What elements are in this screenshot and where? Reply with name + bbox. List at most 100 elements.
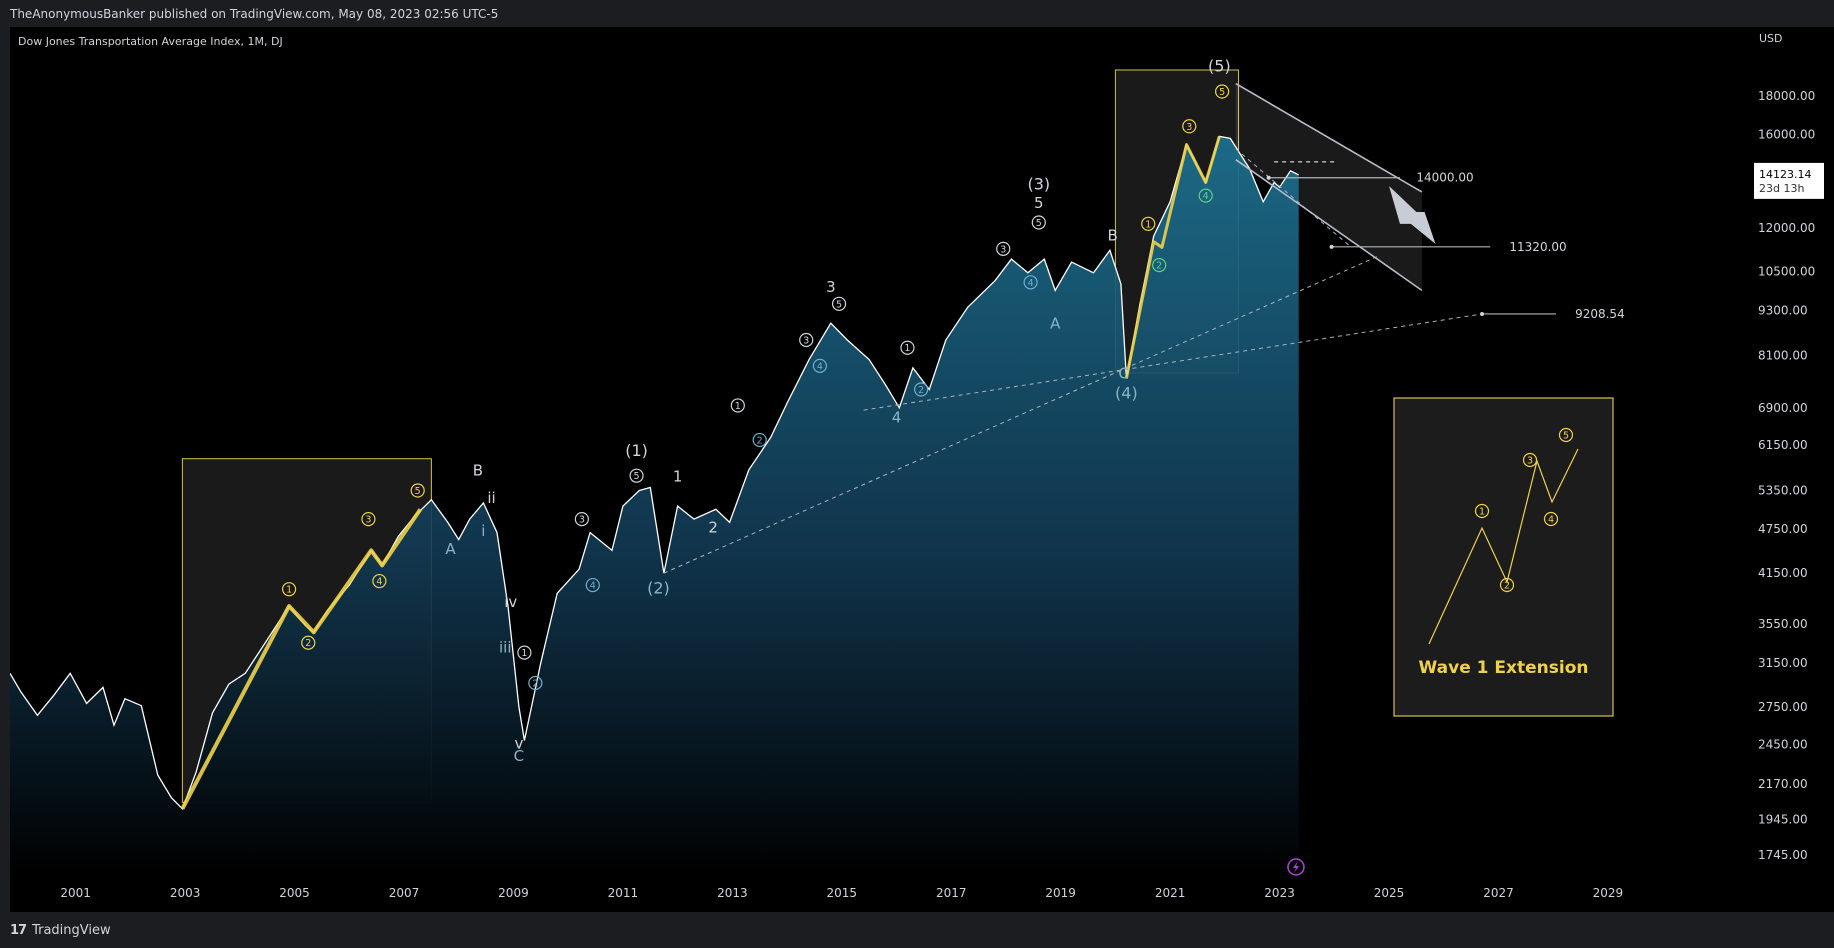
wave-highlight-2003 xyxy=(180,508,423,810)
circled-wave-marker xyxy=(528,675,543,691)
circled-wave-marker xyxy=(730,398,745,413)
y-tick-label: 2450.00 xyxy=(1758,737,1808,751)
circled-wave-label: 3 xyxy=(803,335,809,346)
inset-circled-label: 3 xyxy=(1527,456,1533,467)
price-level-label: 14000.00 xyxy=(1416,171,1473,185)
circled-wave-label: 3 xyxy=(1186,122,1192,133)
circled-wave-marker xyxy=(1023,275,1038,290)
price-level-label: 11320.00 xyxy=(1509,240,1566,254)
circled-wave-marker xyxy=(900,340,915,355)
y-tick-label: 3150.00 xyxy=(1758,656,1808,670)
price-area-fill xyxy=(10,136,1299,876)
circled-wave-marker xyxy=(1141,216,1156,231)
circled-wave-label: 2 xyxy=(918,385,924,396)
wave-label: ii xyxy=(487,489,495,507)
wave-label: B xyxy=(1108,226,1118,244)
x-tick-label: 2015 xyxy=(827,886,858,900)
x-tick-label: 2017 xyxy=(936,886,967,900)
wave-label: C xyxy=(514,747,524,765)
circled-wave-label: 4 xyxy=(376,577,382,588)
circled-wave-label: 2 xyxy=(305,638,311,649)
circled-wave-label: 2 xyxy=(532,678,538,689)
countdown-label: 23d 13h xyxy=(1759,182,1804,195)
publisher-text: TheAnonymousBanker published on TradingV… xyxy=(10,7,499,21)
x-tick-label: 2019 xyxy=(1045,886,1076,900)
circled-wave-label: 2 xyxy=(757,435,763,446)
x-tick-label: 2021 xyxy=(1155,886,1186,900)
y-tick-label: 18000.00 xyxy=(1758,89,1815,103)
inset-circled-marker xyxy=(1558,427,1574,443)
tradingview-brand[interactable]: 17 TradingView xyxy=(10,923,111,938)
wave-label: 3 xyxy=(826,278,836,296)
inset-circled-label: 1 xyxy=(1479,507,1485,518)
projection-arrow xyxy=(1389,185,1436,244)
chart-area[interactable]: 14000.00 11320.00 9208.54 (1) (2) (3) (4) (5) 1 2… xyxy=(10,27,1834,912)
wave-label: (4) xyxy=(1115,384,1138,403)
circled-wave-marker xyxy=(914,382,929,397)
inset-circled-label: 2 xyxy=(1504,581,1510,592)
circled-wave-marker xyxy=(752,432,767,448)
x-tick-label: 2029 xyxy=(1593,886,1624,900)
circled-wave-label: 3 xyxy=(365,515,371,526)
trendline-2011 xyxy=(663,255,1379,574)
lightning-icon xyxy=(1292,861,1299,873)
circled-wave-marker xyxy=(1152,258,1167,273)
x-tick-label: 2013 xyxy=(717,886,748,900)
y-tick-label: 2750.00 xyxy=(1758,700,1808,714)
currency-label: USD xyxy=(1759,32,1783,45)
channel-midline xyxy=(1235,148,1352,248)
circled-wave-label: 1 xyxy=(521,648,527,659)
y-tick-label: 6150.00 xyxy=(1758,438,1808,452)
tradingview-logo-icon: 17 xyxy=(10,923,27,938)
x-tick-label: 2011 xyxy=(608,886,639,900)
y-tick-label: 5350.00 xyxy=(1758,484,1808,498)
inset-circled-label: 5 xyxy=(1563,431,1569,442)
circled-wave-marker xyxy=(585,577,600,593)
x-tick-label: 2005 xyxy=(279,886,310,900)
circled-wave-label: 4 xyxy=(1203,191,1209,202)
inset-circled-marker xyxy=(1522,452,1538,468)
y-tick-label: 16000.00 xyxy=(1758,127,1815,141)
wave-label: (2) xyxy=(647,578,670,597)
circled-wave-label: 2 xyxy=(1156,261,1162,272)
circled-wave-label: 1 xyxy=(1145,219,1151,230)
inset-circled-marker xyxy=(1474,503,1490,519)
inset-circled-marker xyxy=(1543,511,1559,527)
price-chart[interactable]: 14000.0011320.009208.54(1)(2)(3)(4)(5)12… xyxy=(10,27,1834,912)
circled-wave-label: 1 xyxy=(286,585,292,596)
inset-circled-label: 4 xyxy=(1548,515,1554,526)
y-tick-label: 3550.00 xyxy=(1758,617,1808,631)
wave-label: (5) xyxy=(1208,57,1231,76)
circled-wave-marker xyxy=(799,332,814,348)
y-tick-label: 12000.00 xyxy=(1758,221,1815,235)
wave-label: (3) xyxy=(1027,175,1050,194)
wave-label: 5 xyxy=(1034,194,1044,212)
circled-wave-label: 1 xyxy=(735,401,741,412)
circled-wave-label: 5 xyxy=(836,299,842,310)
x-tick-label: 2009 xyxy=(498,886,529,900)
y-tick-label: 2170.00 xyxy=(1758,777,1808,791)
y-tick-label: 10500.00 xyxy=(1758,264,1815,278)
circled-wave-label: 3 xyxy=(579,515,585,526)
circled-wave-marker xyxy=(361,511,376,527)
price-level-anchor xyxy=(1480,311,1485,316)
circled-wave-marker xyxy=(410,483,425,498)
price-line xyxy=(10,135,1299,810)
x-tick-label: 2007 xyxy=(389,886,420,900)
symbol-legend: Dow Jones Transportation Average Index, … xyxy=(18,35,283,48)
inset-circled-marker xyxy=(1499,577,1515,593)
circled-wave-marker xyxy=(574,511,589,527)
footer-bar: 17 TradingView xyxy=(0,912,1834,948)
wave-label: (1) xyxy=(625,441,648,460)
current-price-tag xyxy=(1754,162,1824,199)
circled-wave-marker xyxy=(1198,188,1213,203)
x-tick-label: 2003 xyxy=(170,886,201,900)
wave-label: i xyxy=(481,522,485,540)
inset-caption: Wave 1 Extension xyxy=(1419,658,1589,678)
y-tick-label: 4150.00 xyxy=(1758,566,1808,580)
brand-label: TradingView xyxy=(32,923,111,938)
circled-wave-label: 1 xyxy=(904,343,910,354)
circled-wave-label: 4 xyxy=(817,361,823,372)
wave-label: B xyxy=(473,462,483,480)
price-level-anchor xyxy=(1329,244,1334,249)
